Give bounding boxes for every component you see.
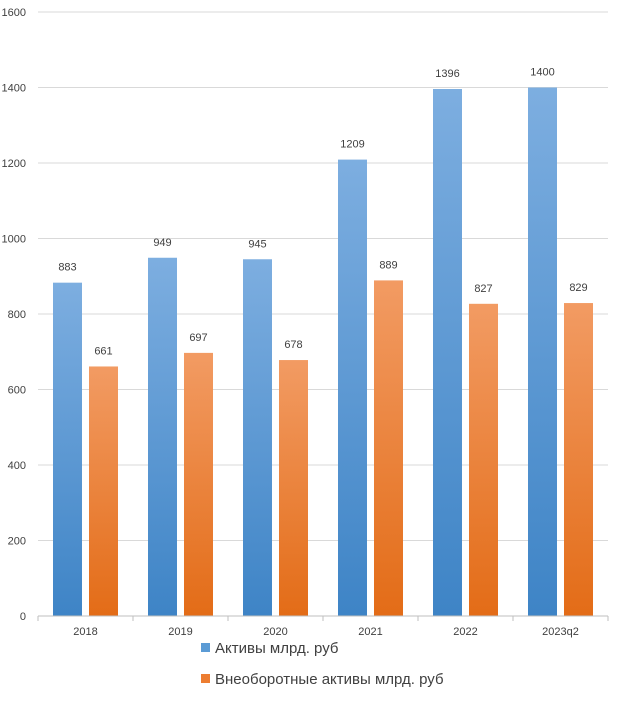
data-label: 829	[569, 282, 587, 294]
bar-assets	[433, 89, 462, 616]
data-label: 827	[474, 283, 492, 295]
axes: 0 200 400 600 800 1000 1200 1400 1600 2018 2019 202…	[2, 7, 609, 638]
data-label: 678	[284, 339, 302, 351]
data-label: 697	[189, 332, 207, 344]
y-tick-label: 1200	[2, 158, 26, 170]
bars	[53, 87, 593, 617]
y-tick-label: 400	[8, 460, 26, 472]
bar-assets	[148, 257, 177, 616]
bar-noncurrent-assets	[374, 280, 403, 616]
bar-noncurrent-assets	[184, 352, 213, 616]
bar-assets	[528, 87, 557, 616]
x-tick-label: 2018	[73, 626, 97, 638]
bar-noncurrent-assets	[564, 303, 593, 616]
legend-label: Внеоборотные активы млрд. руб	[215, 671, 444, 688]
bar-noncurrent-assets	[279, 360, 308, 616]
x-tick-label: 2019	[168, 626, 192, 638]
x-tick-label: 2021	[358, 626, 382, 638]
y-tick-label: 0	[20, 611, 26, 623]
x-tick-label: 2022	[453, 626, 477, 638]
bar-noncurrent-assets	[89, 366, 118, 616]
data-label: 889	[379, 259, 397, 271]
y-tick-label: 1600	[2, 7, 26, 19]
bar-noncurrent-assets	[469, 303, 498, 616]
data-label: 1396	[435, 68, 459, 80]
data-label: 949	[153, 237, 171, 249]
y-tick-label: 200	[8, 536, 26, 548]
bar-assets	[243, 259, 272, 616]
legend: Активы млрд. руб Внеоборотные активы млрд…	[201, 640, 444, 688]
y-tick-label: 800	[8, 309, 26, 321]
legend-swatch	[201, 674, 210, 683]
legend-label: Активы млрд. руб	[215, 640, 339, 657]
x-tick-label: 2023q2	[542, 626, 579, 638]
gridlines	[38, 11, 608, 541]
data-label: 661	[94, 345, 112, 357]
data-label: 1209	[340, 139, 364, 151]
data-label: 945	[248, 238, 266, 250]
legend-swatch	[201, 643, 210, 652]
x-tick-label: 2020	[263, 626, 287, 638]
y-tick-label: 1400	[2, 83, 26, 95]
bar-assets	[53, 282, 82, 616]
data-label: 1400	[530, 67, 554, 79]
y-tick-label: 1000	[2, 234, 26, 246]
data-label: 883	[58, 262, 76, 274]
data-labels: 883 661 949 697 945 678 1209 889 1396 827 1400 829	[58, 67, 587, 358]
bar-assets	[338, 159, 367, 617]
y-tick-label: 600	[8, 385, 26, 397]
